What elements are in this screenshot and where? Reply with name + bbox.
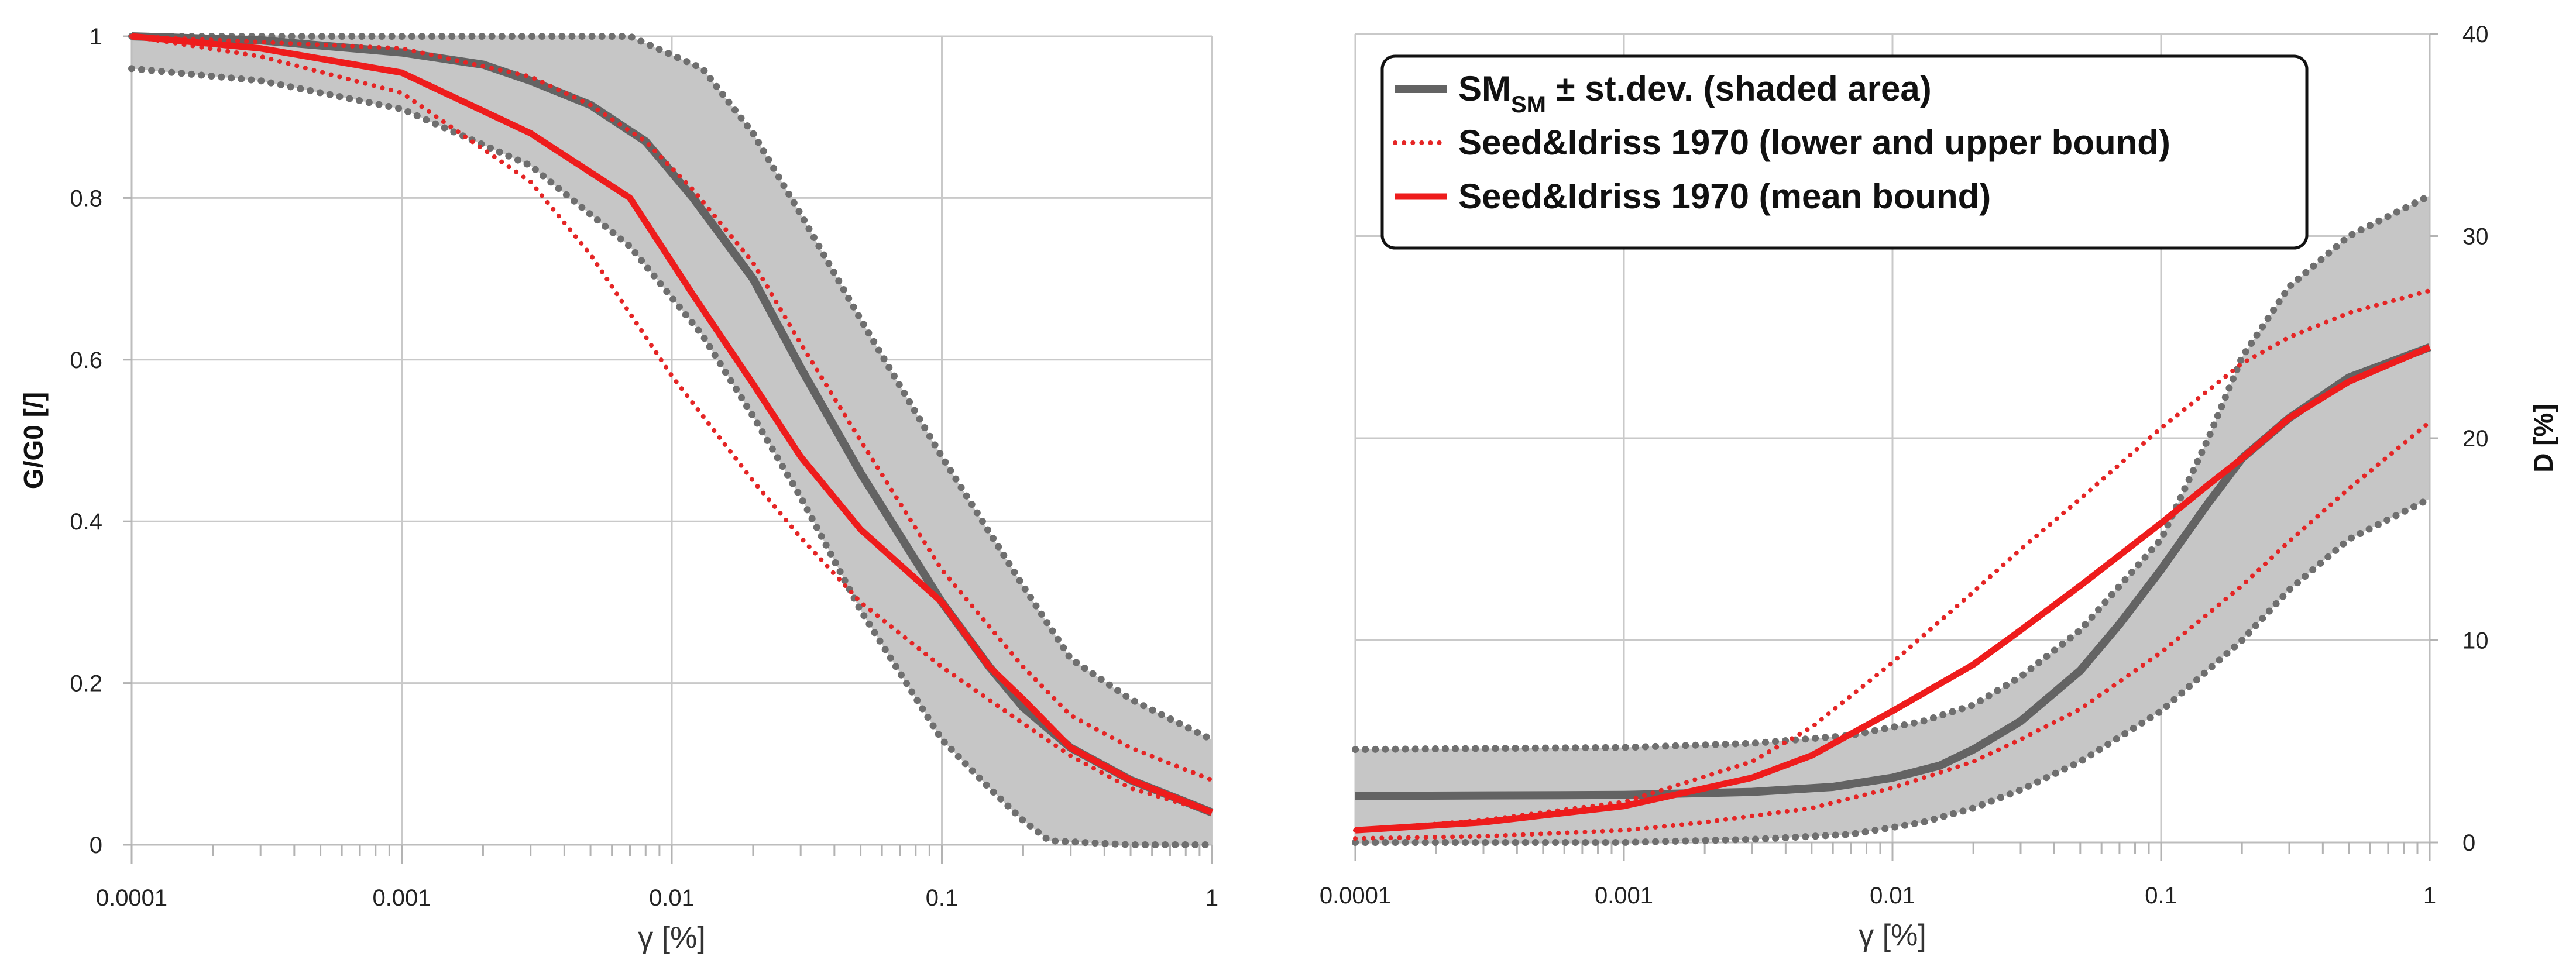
chart1-y-axis-label: D [%] [2528,404,2558,473]
legend-label-text: Seed&Idriss 1970 (lower and upper bound) [1458,123,2170,162]
chart1-series-si-upper [1353,288,2432,833]
legend-label: Seed&Idriss 1970 (mean bound) [1458,177,1991,216]
chart0-series-si-upper [129,34,1214,783]
chart1-y-tick-label: 0 [2462,830,2475,856]
legend-label: SMSM ± st.dev. (shaded area) [1458,69,1932,118]
chart1-x-tick-label: 0.0001 [1320,883,1391,909]
chart0-x-tick-label: 1 [1205,885,1218,911]
chart1-y-tick-label: 30 [2462,224,2489,250]
legend-label-text: Seed&Idriss 1970 (mean bound) [1458,177,1991,216]
chart0-x-tick-label: 0.1 [926,885,959,911]
chart1-series-band-lower [1352,495,2433,846]
chart0-stdev-band [132,36,1212,845]
chart0-y-tick-label: 0.6 [70,348,102,373]
legend-label-suffix: ± st.dev. (shaded area) [1546,69,1932,108]
legend-label-text: SM [1458,69,1511,108]
chart0-y-tick-label: 0.8 [70,185,102,211]
chart1-series-band-upper [1352,192,2433,754]
chart0-series-si-mean [131,33,1214,816]
chart0-y-axis-label: G/G0 [/] [18,392,49,489]
chart0-series-band-upper [128,33,1215,744]
legend-box [1380,54,2309,250]
chart0-series-si-lower [129,34,1214,815]
chart0-y-tick-label: 0.4 [70,509,102,535]
chart1-x-axis-label: γ [%] [1859,918,1926,952]
chart1-y-tick-label: 40 [2462,22,2489,47]
chart1-x-tick-label: 0.1 [2145,883,2177,909]
chart1-x-tick-label: 0.001 [1595,883,1653,909]
chart1-x-tick-label: 1 [2423,883,2436,909]
chart1-series-si-mean [1355,344,2431,834]
left-chart-gg0: 0.0001 0.001 0.01 0.1 1 0 0.2 0.4 0.6 0.8 1 γ [%] G/… [18,24,1218,955]
chart0-series-band-lower [128,65,1215,848]
chart0-y-tick-label: 0.2 [70,671,102,697]
chart0-x-tick-label: 0.001 [372,885,431,911]
chart1-y-tick-label: 20 [2462,426,2489,452]
chart0-x-tick-label: 0.01 [649,885,695,911]
chart1-series-si-lower [1353,419,2432,841]
chart1-x-tick-label: 0.01 [1870,883,1915,909]
chart0-y-tick-label: 0 [90,832,102,858]
chart0-x-axis-label: γ [%] [638,921,706,955]
chart0-x-tick-label: 0.0001 [96,885,167,911]
chart0-y-tick-label: 1 [90,24,102,50]
legend-label-subscript: SM [1511,92,1546,118]
chart1-y-tick-label: 10 [2462,628,2489,654]
legend: SMSM ± st.dev. (shaded area) Seed&Idriss … [1380,54,2309,250]
chart1-stdev-band [1355,195,2430,842]
legend-label: Seed&Idriss 1970 (lower and upper bound) [1458,123,2170,162]
